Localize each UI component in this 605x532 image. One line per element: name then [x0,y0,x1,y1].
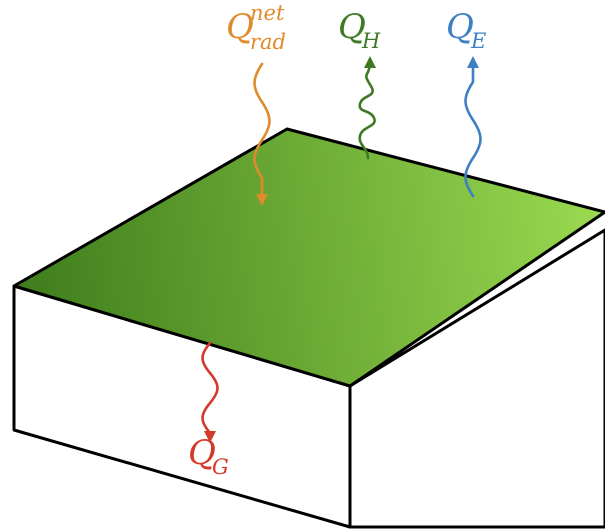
label-sensible-heat-sub: H [361,29,381,53]
label-net-radiation-sub: rad [250,30,286,54]
net-radiation-arrow [253,62,271,206]
sensible-heat-arrowhead [364,56,376,68]
latent-heat-wave [464,64,482,198]
soil-block [12,127,605,529]
ground-heat-wave [201,341,219,435]
label-net-radiation-sup: net [250,1,285,25]
label-sensible-heat: Q [338,7,366,47]
sensible-heat-arrow [358,56,376,160]
land-surface-top [12,127,605,388]
label-ground-heat-sub: G [212,455,229,479]
radiation-wave [253,62,271,198]
label-ground-heat: Q [188,433,216,473]
sensible-heat-loops [358,64,376,160]
label-net-radiation: Q [226,7,254,47]
latent-heat-arrowhead [467,56,479,68]
label-latent-heat-sub: E [470,29,486,53]
ground-heat-arrow [201,341,219,443]
block-right-face [348,228,605,529]
radiation-arrowhead [256,194,268,206]
latent-heat-arrow [464,56,482,198]
label-latent-heat: Q [446,7,474,47]
ground-heat-arrowhead [204,431,216,443]
